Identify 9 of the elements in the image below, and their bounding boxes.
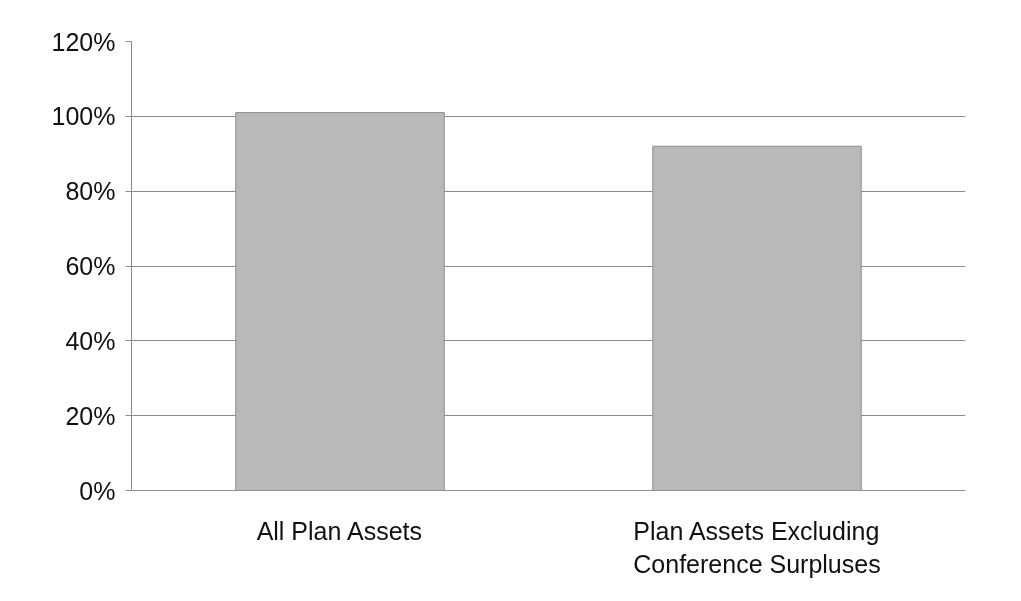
x-tick-label: Plan Assets Excluding Conference Surpluses [633,516,881,579]
y-tick-label: 100% [51,102,116,131]
y-tick-label: 40% [65,326,116,355]
y-tick-label: 20% [65,401,116,430]
y-tick-label: 80% [65,177,116,206]
y-tick-label: 0% [79,476,116,505]
y-tick-label: 120% [51,27,116,56]
y-tick-label: 60% [65,252,116,280]
x-tick-label: All Plan Assets [256,516,422,545]
